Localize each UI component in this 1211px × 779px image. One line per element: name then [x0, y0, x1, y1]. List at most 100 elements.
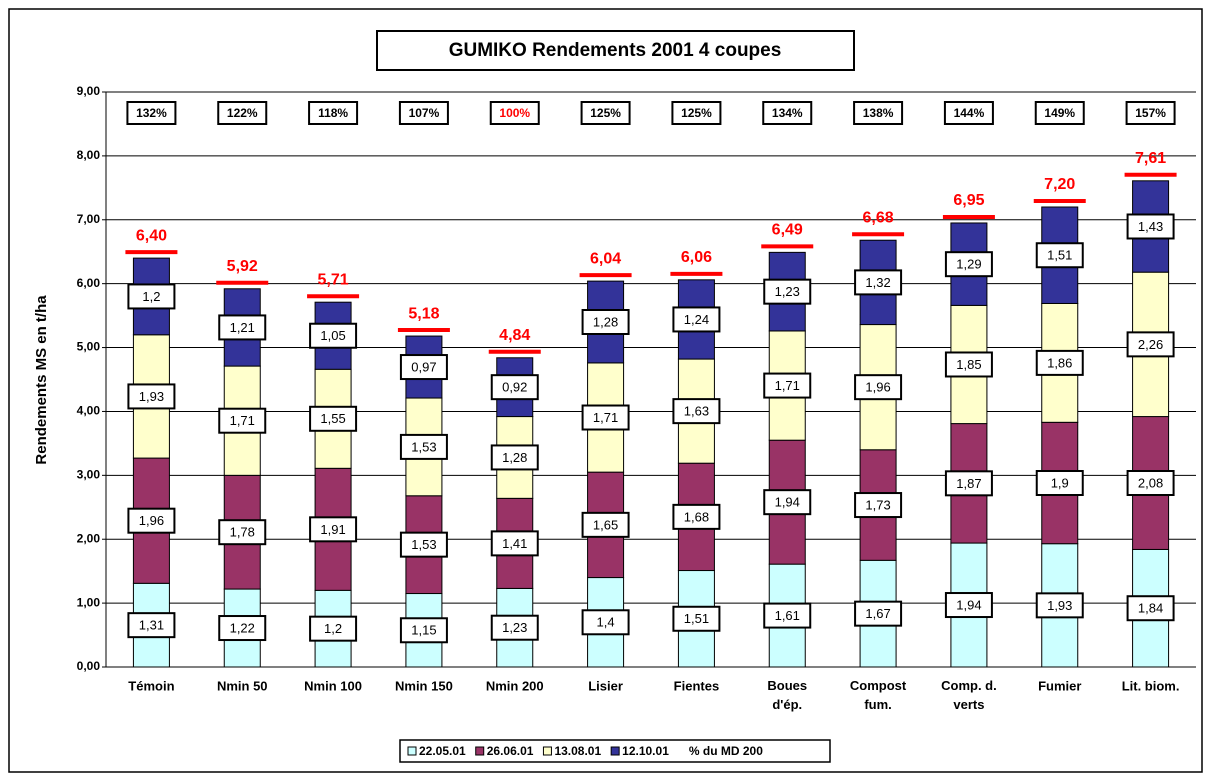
data-label: 1,73 — [865, 497, 890, 512]
percent-label: 132% — [136, 106, 167, 120]
data-label-box — [309, 615, 358, 642]
data-label-box — [672, 605, 721, 632]
data-label-box — [309, 516, 358, 543]
data-label: 1,96 — [865, 380, 890, 395]
percent-box — [308, 101, 359, 125]
data-label: 1,51 — [1047, 248, 1072, 263]
data-label-box — [672, 503, 721, 530]
data-label: 1,96 — [139, 513, 164, 528]
data-label-box — [581, 609, 630, 636]
legend-label: 12.10.01 — [622, 744, 669, 758]
data-label: 1,93 — [1047, 598, 1072, 613]
percent-label: 118% — [318, 106, 348, 120]
data-label: 1,24 — [684, 312, 709, 327]
data-label: 1,28 — [502, 450, 527, 465]
x-tick-label: Nmin 50 — [217, 678, 268, 693]
data-label: 1,05 — [320, 328, 345, 343]
x-tick-label: Compost fum. — [850, 678, 907, 712]
data-label-box — [1126, 595, 1175, 622]
data-label: 1,71 — [230, 413, 255, 428]
data-label-box — [127, 612, 176, 639]
y-tick-label: 5,00 — [77, 340, 101, 354]
data-label: 2,08 — [1138, 475, 1163, 490]
x-tick-label: Boues d'ép. — [767, 678, 807, 712]
title-box — [376, 30, 855, 71]
data-label: 1,63 — [684, 404, 709, 419]
y-tick-label: 3,00 — [77, 468, 101, 482]
x-tick-label: Lisier — [588, 678, 623, 693]
data-label: 1,71 — [593, 410, 618, 425]
percent-box — [853, 101, 904, 125]
data-label-box — [309, 322, 358, 349]
data-label-box — [763, 489, 812, 516]
data-label: 1,93 — [139, 389, 164, 404]
data-label-box — [399, 354, 448, 381]
data-label: 1,84 — [1138, 601, 1163, 616]
data-label-box — [490, 614, 539, 641]
percent-label: 122% — [227, 106, 258, 120]
total-label: 6,04 — [590, 250, 621, 267]
percent-box — [1125, 101, 1176, 125]
data-label: 1,53 — [411, 537, 436, 552]
y-tick-label: 2,00 — [77, 531, 101, 545]
legend-label: % du MD 200 — [689, 744, 763, 758]
percent-label: 125% — [681, 106, 712, 120]
y-tick-label: 1,00 — [77, 595, 101, 609]
data-label-box — [1035, 592, 1084, 619]
data-label: 1,78 — [230, 525, 255, 540]
data-label-box — [1126, 331, 1175, 358]
data-label-box — [399, 531, 448, 558]
data-label: 0,92 — [502, 380, 527, 395]
data-label-box — [581, 309, 630, 335]
data-label-box — [763, 278, 812, 305]
y-tick-label: 6,00 — [77, 276, 101, 290]
total-label: 4,84 — [499, 327, 530, 344]
data-label: 1,85 — [956, 357, 981, 372]
data-label-box — [127, 507, 176, 534]
legend-swatch — [610, 746, 620, 756]
data-label-box — [944, 592, 993, 619]
data-label: 1,29 — [956, 257, 981, 272]
data-label-box — [854, 600, 903, 627]
data-label-box — [399, 433, 448, 460]
data-label: 1,61 — [775, 608, 800, 623]
data-label: 1,91 — [320, 522, 345, 537]
total-label: 7,20 — [1044, 176, 1075, 193]
x-tick-label: Témoin — [128, 678, 174, 693]
data-label-box — [309, 405, 358, 432]
data-label: 1,71 — [775, 378, 800, 393]
percent-box — [489, 101, 540, 125]
data-label-box — [672, 306, 721, 333]
total-label: 5,18 — [408, 305, 439, 322]
data-label-box — [218, 615, 267, 642]
data-label-box — [1035, 349, 1084, 376]
data-label-box — [854, 269, 903, 296]
percent-box — [762, 101, 813, 125]
percent-label: 144% — [954, 106, 985, 120]
data-label: 1,15 — [411, 623, 436, 638]
data-label: 1,23 — [502, 620, 527, 635]
data-label: 1,23 — [775, 284, 800, 299]
total-label: 6,95 — [953, 192, 984, 209]
data-label-box — [944, 470, 993, 497]
data-label: 1,43 — [1138, 219, 1163, 234]
total-label: 7,61 — [1135, 150, 1166, 167]
data-label-box — [1126, 213, 1175, 240]
data-label-box — [854, 374, 903, 401]
y-tick-label: 4,00 — [77, 404, 101, 418]
data-label: 1,41 — [502, 536, 527, 551]
data-label-box — [944, 251, 993, 278]
data-label: 1,32 — [865, 275, 890, 290]
y-tick-label: 8,00 — [77, 148, 101, 162]
percent-label: 157% — [1135, 106, 1166, 120]
data-label-box — [399, 617, 448, 644]
data-label-box — [581, 404, 630, 431]
data-label-box — [1035, 470, 1084, 496]
data-label-box — [490, 444, 539, 471]
legend-swatch — [407, 746, 417, 756]
percent-box — [671, 101, 722, 125]
legend-label: 22.05.01 — [419, 744, 466, 758]
data-label: 1,53 — [411, 439, 436, 454]
data-label: 1,31 — [139, 618, 164, 633]
